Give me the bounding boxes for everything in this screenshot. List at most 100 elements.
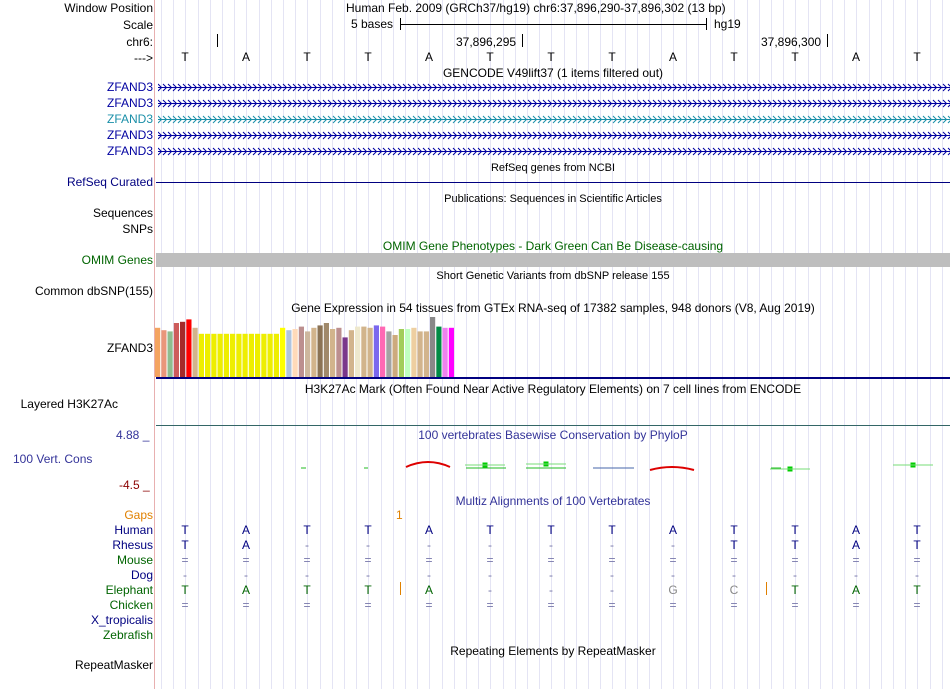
gtex-tissue-bar[interactable] bbox=[361, 326, 367, 377]
base-letter: T bbox=[547, 50, 555, 64]
gtex-gene-label[interactable]: ZFAND3 bbox=[106, 341, 153, 355]
alignment-base: = bbox=[791, 553, 799, 567]
species-label[interactable]: Elephant bbox=[105, 583, 153, 597]
gtex-tissue-bar[interactable] bbox=[186, 319, 192, 377]
gaps-label: Gaps bbox=[124, 508, 153, 522]
gtex-tissue-bar[interactable] bbox=[211, 333, 217, 377]
gtex-tissue-bar[interactable] bbox=[398, 329, 404, 377]
species-label[interactable]: Dog bbox=[130, 568, 153, 582]
species-label[interactable]: X_tropicalis bbox=[90, 613, 153, 627]
gtex-tissue-bar[interactable] bbox=[411, 327, 417, 377]
alignment-base: - bbox=[427, 568, 431, 582]
gtex-tissue-bar[interactable] bbox=[430, 317, 436, 377]
alignment-base: - bbox=[305, 568, 309, 582]
gencode-gene-label[interactable]: ZFAND3 bbox=[106, 128, 153, 142]
gencode-gene-feature[interactable] bbox=[158, 115, 950, 124]
gtex-tissue-bar[interactable] bbox=[317, 325, 323, 377]
gtex-tissue-bar[interactable] bbox=[248, 333, 254, 377]
gtex-tissue-bar[interactable] bbox=[161, 330, 167, 377]
alignment-base: = bbox=[730, 598, 738, 612]
gtex-tissue-bar[interactable] bbox=[236, 333, 242, 377]
alignment-base: = bbox=[242, 553, 250, 567]
omim-gene-bar[interactable] bbox=[156, 253, 950, 267]
alignment-base: = bbox=[303, 598, 311, 612]
gtex-tissue-bar[interactable] bbox=[242, 333, 248, 377]
gtex-tissue-bar[interactable] bbox=[267, 333, 273, 377]
coord-label-2: 37,896,300 bbox=[761, 35, 822, 49]
gtex-tissue-bar[interactable] bbox=[367, 327, 373, 377]
gtex-bar-chart[interactable] bbox=[155, 316, 950, 380]
alignment-base: = bbox=[669, 553, 677, 567]
species-label[interactable]: Chicken bbox=[109, 598, 153, 612]
gtex-tissue-bar[interactable] bbox=[348, 330, 354, 377]
alignment-base: T bbox=[791, 523, 799, 537]
coord-tick bbox=[522, 34, 523, 47]
gencode-gene-label[interactable]: ZFAND3 bbox=[106, 144, 153, 158]
gtex-tissue-bar[interactable] bbox=[192, 327, 198, 377]
coord-tick bbox=[827, 34, 828, 47]
gencode-gene-feature[interactable] bbox=[158, 99, 950, 108]
gtex-baseline bbox=[156, 377, 950, 379]
gtex-tissue-bar[interactable] bbox=[417, 331, 423, 377]
gtex-tissue-bar[interactable] bbox=[448, 327, 454, 377]
vert-cons-label[interactable]: 100 Vert. Cons bbox=[13, 452, 93, 466]
sequences-label[interactable]: Sequences bbox=[92, 206, 153, 220]
gtex-tissue-bar[interactable] bbox=[155, 327, 161, 377]
gtex-tissue-bar[interactable] bbox=[230, 333, 236, 377]
base-letter: A bbox=[241, 50, 250, 64]
alignment-base: - bbox=[549, 538, 553, 552]
gtex-tissue-bar[interactable] bbox=[305, 331, 311, 377]
gencode-gene-label[interactable]: ZFAND3 bbox=[106, 96, 153, 110]
gtex-tissue-bar[interactable] bbox=[342, 337, 348, 377]
alignment-base: - bbox=[610, 568, 614, 582]
gtex-tissue-bar[interactable] bbox=[311, 327, 317, 377]
gtex-tissue-bar[interactable] bbox=[180, 321, 186, 377]
gtex-tissue-bar[interactable] bbox=[373, 325, 379, 377]
gtex-tissue-bar[interactable] bbox=[436, 326, 442, 377]
gtex-tissue-bar[interactable] bbox=[261, 333, 267, 377]
gencode-gene-feature[interactable] bbox=[158, 147, 950, 156]
gtex-tissue-bar[interactable] bbox=[223, 333, 229, 377]
repeatmasker-label[interactable]: RepeatMasker bbox=[74, 658, 153, 672]
gtex-tissue-bar[interactable] bbox=[198, 333, 204, 377]
gtex-tissue-bar[interactable] bbox=[217, 333, 223, 377]
gtex-tissue-bar[interactable] bbox=[323, 323, 329, 377]
common-dbsnp-label[interactable]: Common dbSNP(155) bbox=[34, 284, 153, 298]
species-label[interactable]: Rhesus bbox=[112, 538, 153, 552]
gtex-tissue-bar[interactable] bbox=[255, 333, 261, 377]
omim-genes-label[interactable]: OMIM Genes bbox=[81, 253, 153, 267]
gtex-tissue-bar[interactable] bbox=[392, 335, 398, 377]
gtex-tissue-bar[interactable] bbox=[386, 331, 392, 377]
gencode-gene-label[interactable]: ZFAND3 bbox=[106, 112, 153, 126]
gencode-gene-feature[interactable] bbox=[158, 131, 950, 140]
gtex-tissue-bar[interactable] bbox=[380, 326, 386, 377]
refseq-curated-label[interactable]: RefSeq Curated bbox=[66, 175, 153, 189]
gtex-tissue-bar[interactable] bbox=[280, 327, 286, 377]
gtex-tissue-bar[interactable] bbox=[405, 329, 411, 377]
gtex-tissue-bar[interactable] bbox=[330, 329, 336, 377]
alignment-base: A bbox=[851, 583, 860, 597]
alignment-base: T bbox=[913, 538, 921, 552]
gtex-tissue-bar[interactable] bbox=[167, 331, 173, 377]
species-label[interactable]: Human bbox=[114, 523, 153, 537]
gtex-tissue-bar[interactable] bbox=[423, 331, 429, 377]
gtex-tissue-bar[interactable] bbox=[292, 329, 298, 377]
alignment-base: T bbox=[913, 583, 921, 597]
species-label[interactable]: Zebrafish bbox=[102, 628, 153, 642]
gtex-tissue-bar[interactable] bbox=[336, 327, 342, 377]
snps-label[interactable]: SNPs bbox=[122, 222, 153, 236]
alignment-base: T bbox=[181, 523, 189, 537]
layered-h3k27ac-label[interactable]: Layered H3K27Ac bbox=[20, 397, 118, 411]
gtex-tissue-bar[interactable] bbox=[442, 327, 448, 377]
repeatmasker-track-title: Repeating Elements by RepeatMasker bbox=[450, 644, 656, 658]
species-label[interactable]: Mouse bbox=[116, 553, 153, 567]
gtex-tissue-bar[interactable] bbox=[298, 326, 304, 377]
gencode-gene-label[interactable]: ZFAND3 bbox=[106, 80, 153, 94]
gtex-tissue-bar[interactable] bbox=[286, 330, 292, 377]
gtex-tissue-bar[interactable] bbox=[173, 323, 179, 377]
gtex-tissue-bar[interactable] bbox=[205, 333, 211, 377]
gtex-tissue-bar[interactable] bbox=[355, 326, 361, 377]
gencode-gene-feature[interactable] bbox=[158, 83, 950, 92]
gtex-tissue-bar[interactable] bbox=[273, 333, 279, 377]
alignment-base: A bbox=[424, 583, 433, 597]
